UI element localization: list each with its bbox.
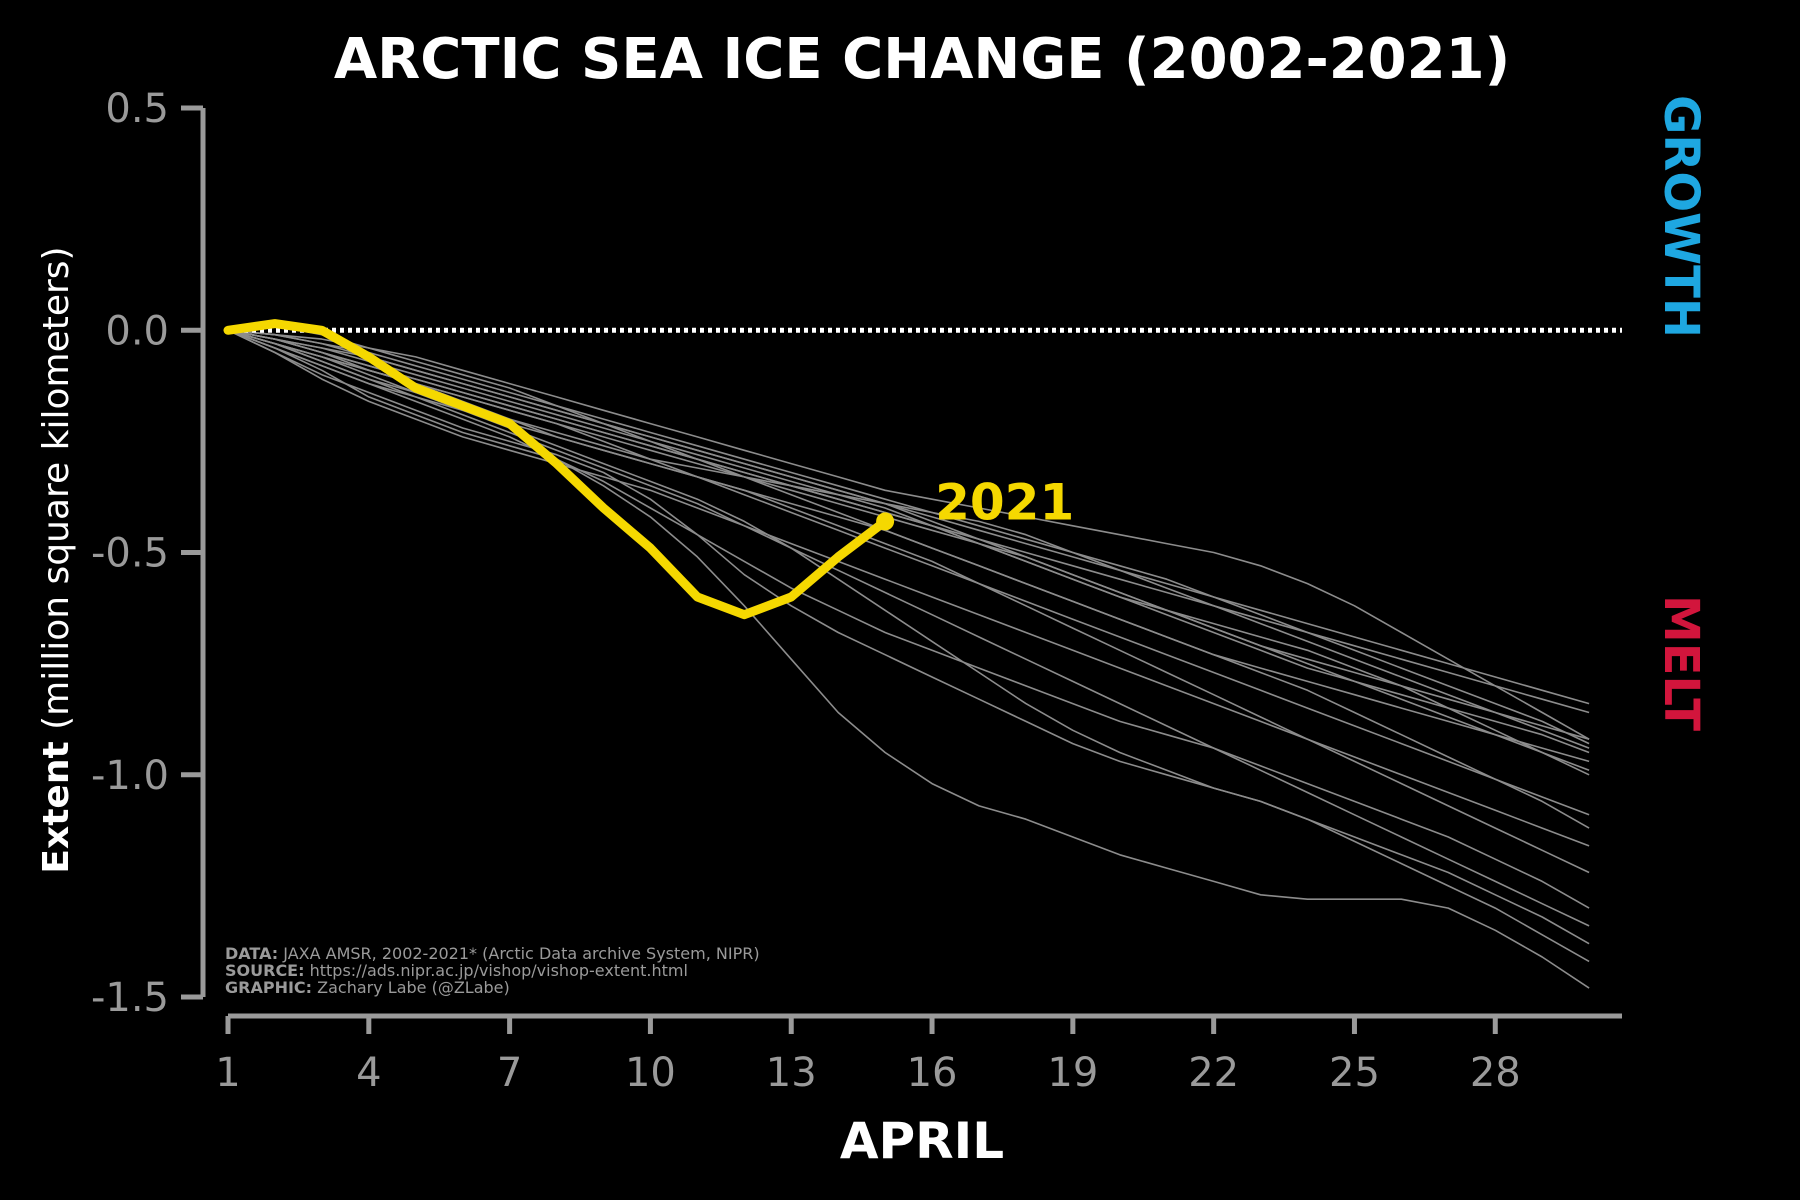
background-year-line [227,329,1590,963]
y-tick-label: 0.0 [105,308,169,354]
credit-text: https://ads.nipr.ac.jp/vishop/vishop-ext… [305,961,688,980]
x-tick-label: 1 [215,1050,240,1096]
y-axis-label-space [36,730,77,741]
background-year-line [227,329,1590,772]
x-tick-label: 13 [766,1050,817,1096]
tick-labels: -1.5 -1.0 -0.5 0.0 0.5 1 4 7 10 13 16 19 22 25 28 [91,86,1521,1096]
credit-text: JAXA AMSR, 2002-2021* (Arctic Data archi… [278,944,759,963]
background-year-line [227,329,1590,740]
y-axis-label-rest: (million square kilometers) [36,246,77,729]
background-year-line [227,329,1590,874]
x-tick-label: 4 [356,1050,381,1096]
x-tick-label: 10 [625,1050,676,1096]
series-2021-endpoint [876,512,895,531]
x-tick-label: 19 [1047,1050,1098,1096]
x-tick-label: 28 [1470,1050,1521,1096]
y-tick-label: 0.5 [105,86,169,132]
background-year-line [227,329,1590,829]
background-year-line [227,329,1590,927]
axes [181,105,1622,1034]
background-year-line [227,329,1590,909]
background-series-group [227,324,1590,989]
y-tick-label: -1.5 [91,975,169,1021]
y-axis-label-bold: Extent [36,741,77,873]
series-2021-line [223,319,890,620]
chart-title: ARCTIC SEA ICE CHANGE (2002-2021) [334,27,1510,92]
credit-label: DATA: [225,944,278,963]
background-year-line [227,329,1590,705]
series-2021-label: 2021 [935,473,1074,531]
credit-text: Zachary Labe (@ZLabe) [312,978,510,997]
x-tick-label: 16 [907,1050,958,1096]
credit-label: GRAPHIC: [225,978,312,997]
background-year-line [227,329,1590,745]
y-tick-label: -1.0 [91,753,169,799]
x-tick-label: 7 [497,1050,522,1096]
melt-label: MELT [1653,595,1709,731]
x-tick-label: 22 [1188,1050,1239,1096]
y-tick-label: -0.5 [91,531,169,577]
background-year-line [227,329,1590,776]
credit-label: SOURCE: [225,961,305,980]
y-axis-label: Extent (million square kilometers) [36,246,77,873]
credits: DATA: JAXA AMSR, 2002-2021* (Arctic Data… [225,944,760,997]
growth-label: GROWTH [1653,95,1709,338]
background-year-line [227,329,1590,945]
x-axis-label: APRIL [840,1112,1004,1170]
x-tick-label: 25 [1329,1050,1380,1096]
background-year-line [227,329,1590,847]
background-year-line [227,324,1590,763]
highlight-series-group: 2021 [223,319,1074,620]
background-year-line [227,329,1590,989]
